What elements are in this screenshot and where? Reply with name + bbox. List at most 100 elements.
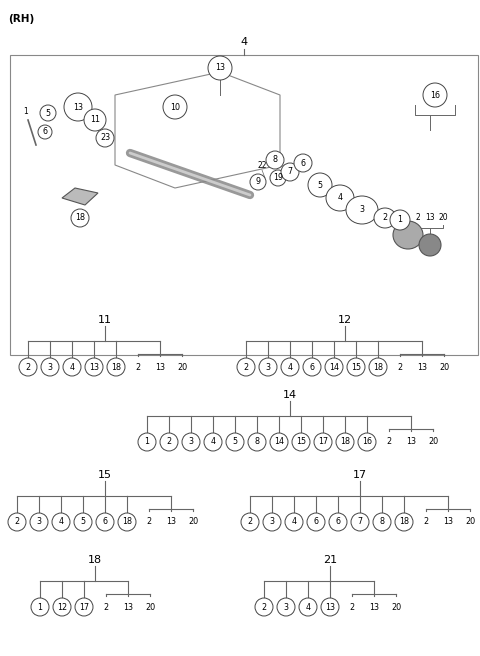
Text: 20: 20	[465, 518, 475, 527]
Text: 2: 2	[25, 363, 31, 371]
Text: 20: 20	[438, 213, 448, 222]
Ellipse shape	[53, 598, 71, 616]
Text: 7: 7	[288, 167, 293, 176]
Ellipse shape	[204, 433, 222, 451]
Ellipse shape	[41, 358, 59, 376]
Ellipse shape	[160, 433, 178, 451]
Text: 10: 10	[170, 102, 180, 112]
Text: 2: 2	[386, 438, 392, 447]
Ellipse shape	[96, 129, 114, 147]
Ellipse shape	[255, 598, 273, 616]
Text: 2: 2	[167, 438, 171, 447]
Ellipse shape	[226, 433, 244, 451]
Text: 2: 2	[349, 602, 355, 611]
Text: 13: 13	[166, 518, 176, 527]
Polygon shape	[62, 188, 98, 205]
Ellipse shape	[84, 109, 106, 131]
Ellipse shape	[346, 196, 378, 224]
Bar	[10, 55, 478, 355]
Ellipse shape	[263, 513, 281, 531]
Ellipse shape	[107, 358, 125, 376]
Text: 3: 3	[189, 438, 193, 447]
Text: 3: 3	[265, 363, 271, 371]
Text: 18: 18	[122, 518, 132, 527]
Ellipse shape	[277, 598, 295, 616]
Ellipse shape	[308, 173, 332, 197]
Ellipse shape	[351, 513, 369, 531]
Text: 2: 2	[262, 602, 266, 611]
Ellipse shape	[419, 234, 441, 256]
Text: 2: 2	[243, 363, 249, 371]
Text: 13: 13	[325, 602, 335, 611]
Text: 22: 22	[257, 161, 267, 169]
Text: 6: 6	[300, 159, 305, 167]
Text: 2: 2	[135, 363, 141, 371]
Text: 1: 1	[24, 108, 28, 117]
Ellipse shape	[358, 433, 376, 451]
Text: 14: 14	[329, 363, 339, 371]
Ellipse shape	[63, 358, 81, 376]
Ellipse shape	[321, 598, 339, 616]
Ellipse shape	[390, 210, 410, 230]
Text: 3: 3	[36, 518, 41, 527]
Text: 6: 6	[313, 518, 319, 527]
Ellipse shape	[96, 513, 114, 531]
Ellipse shape	[250, 174, 266, 190]
Ellipse shape	[71, 209, 89, 227]
Ellipse shape	[237, 358, 255, 376]
Text: 5: 5	[232, 438, 238, 447]
Text: 2: 2	[103, 602, 108, 611]
Text: 6: 6	[310, 363, 314, 371]
Ellipse shape	[395, 513, 413, 531]
Text: 2: 2	[397, 363, 403, 371]
Text: 4: 4	[337, 194, 343, 203]
Text: 13: 13	[123, 602, 133, 611]
Ellipse shape	[281, 358, 299, 376]
Text: 2: 2	[14, 518, 20, 527]
Ellipse shape	[208, 56, 232, 80]
Text: 2: 2	[383, 213, 387, 222]
Ellipse shape	[347, 358, 365, 376]
Ellipse shape	[336, 433, 354, 451]
Ellipse shape	[303, 358, 321, 376]
Text: 6: 6	[336, 518, 340, 527]
Text: 4: 4	[70, 363, 74, 371]
Text: 1: 1	[397, 216, 403, 224]
Text: 11: 11	[98, 315, 112, 325]
Ellipse shape	[423, 83, 447, 107]
Text: 3: 3	[284, 602, 288, 611]
Text: 2: 2	[146, 518, 152, 527]
Text: 8: 8	[254, 438, 260, 447]
Ellipse shape	[30, 513, 48, 531]
Text: 20: 20	[177, 363, 187, 371]
Ellipse shape	[182, 433, 200, 451]
Text: 1: 1	[144, 438, 149, 447]
Text: 12: 12	[57, 602, 67, 611]
Text: 21: 21	[323, 555, 337, 565]
Text: 8: 8	[273, 155, 277, 165]
Text: 18: 18	[373, 363, 383, 371]
Text: 15: 15	[351, 363, 361, 371]
Ellipse shape	[241, 513, 259, 531]
Text: 17: 17	[318, 438, 328, 447]
Text: 4: 4	[211, 438, 216, 447]
Ellipse shape	[85, 358, 103, 376]
Text: 4: 4	[305, 602, 311, 611]
Ellipse shape	[8, 513, 26, 531]
Text: 8: 8	[380, 518, 384, 527]
Ellipse shape	[64, 93, 92, 121]
Text: 14: 14	[274, 438, 284, 447]
Text: 18: 18	[75, 213, 85, 222]
Text: 11: 11	[90, 115, 100, 125]
Text: 20: 20	[391, 602, 401, 611]
Ellipse shape	[369, 358, 387, 376]
Ellipse shape	[373, 513, 391, 531]
Text: 13: 13	[73, 102, 83, 112]
Text: 9: 9	[255, 178, 261, 186]
Ellipse shape	[270, 433, 288, 451]
Ellipse shape	[314, 433, 332, 451]
Text: 5: 5	[81, 518, 85, 527]
Text: 3: 3	[269, 518, 275, 527]
Text: 23: 23	[100, 134, 110, 142]
Text: 20: 20	[145, 602, 155, 611]
